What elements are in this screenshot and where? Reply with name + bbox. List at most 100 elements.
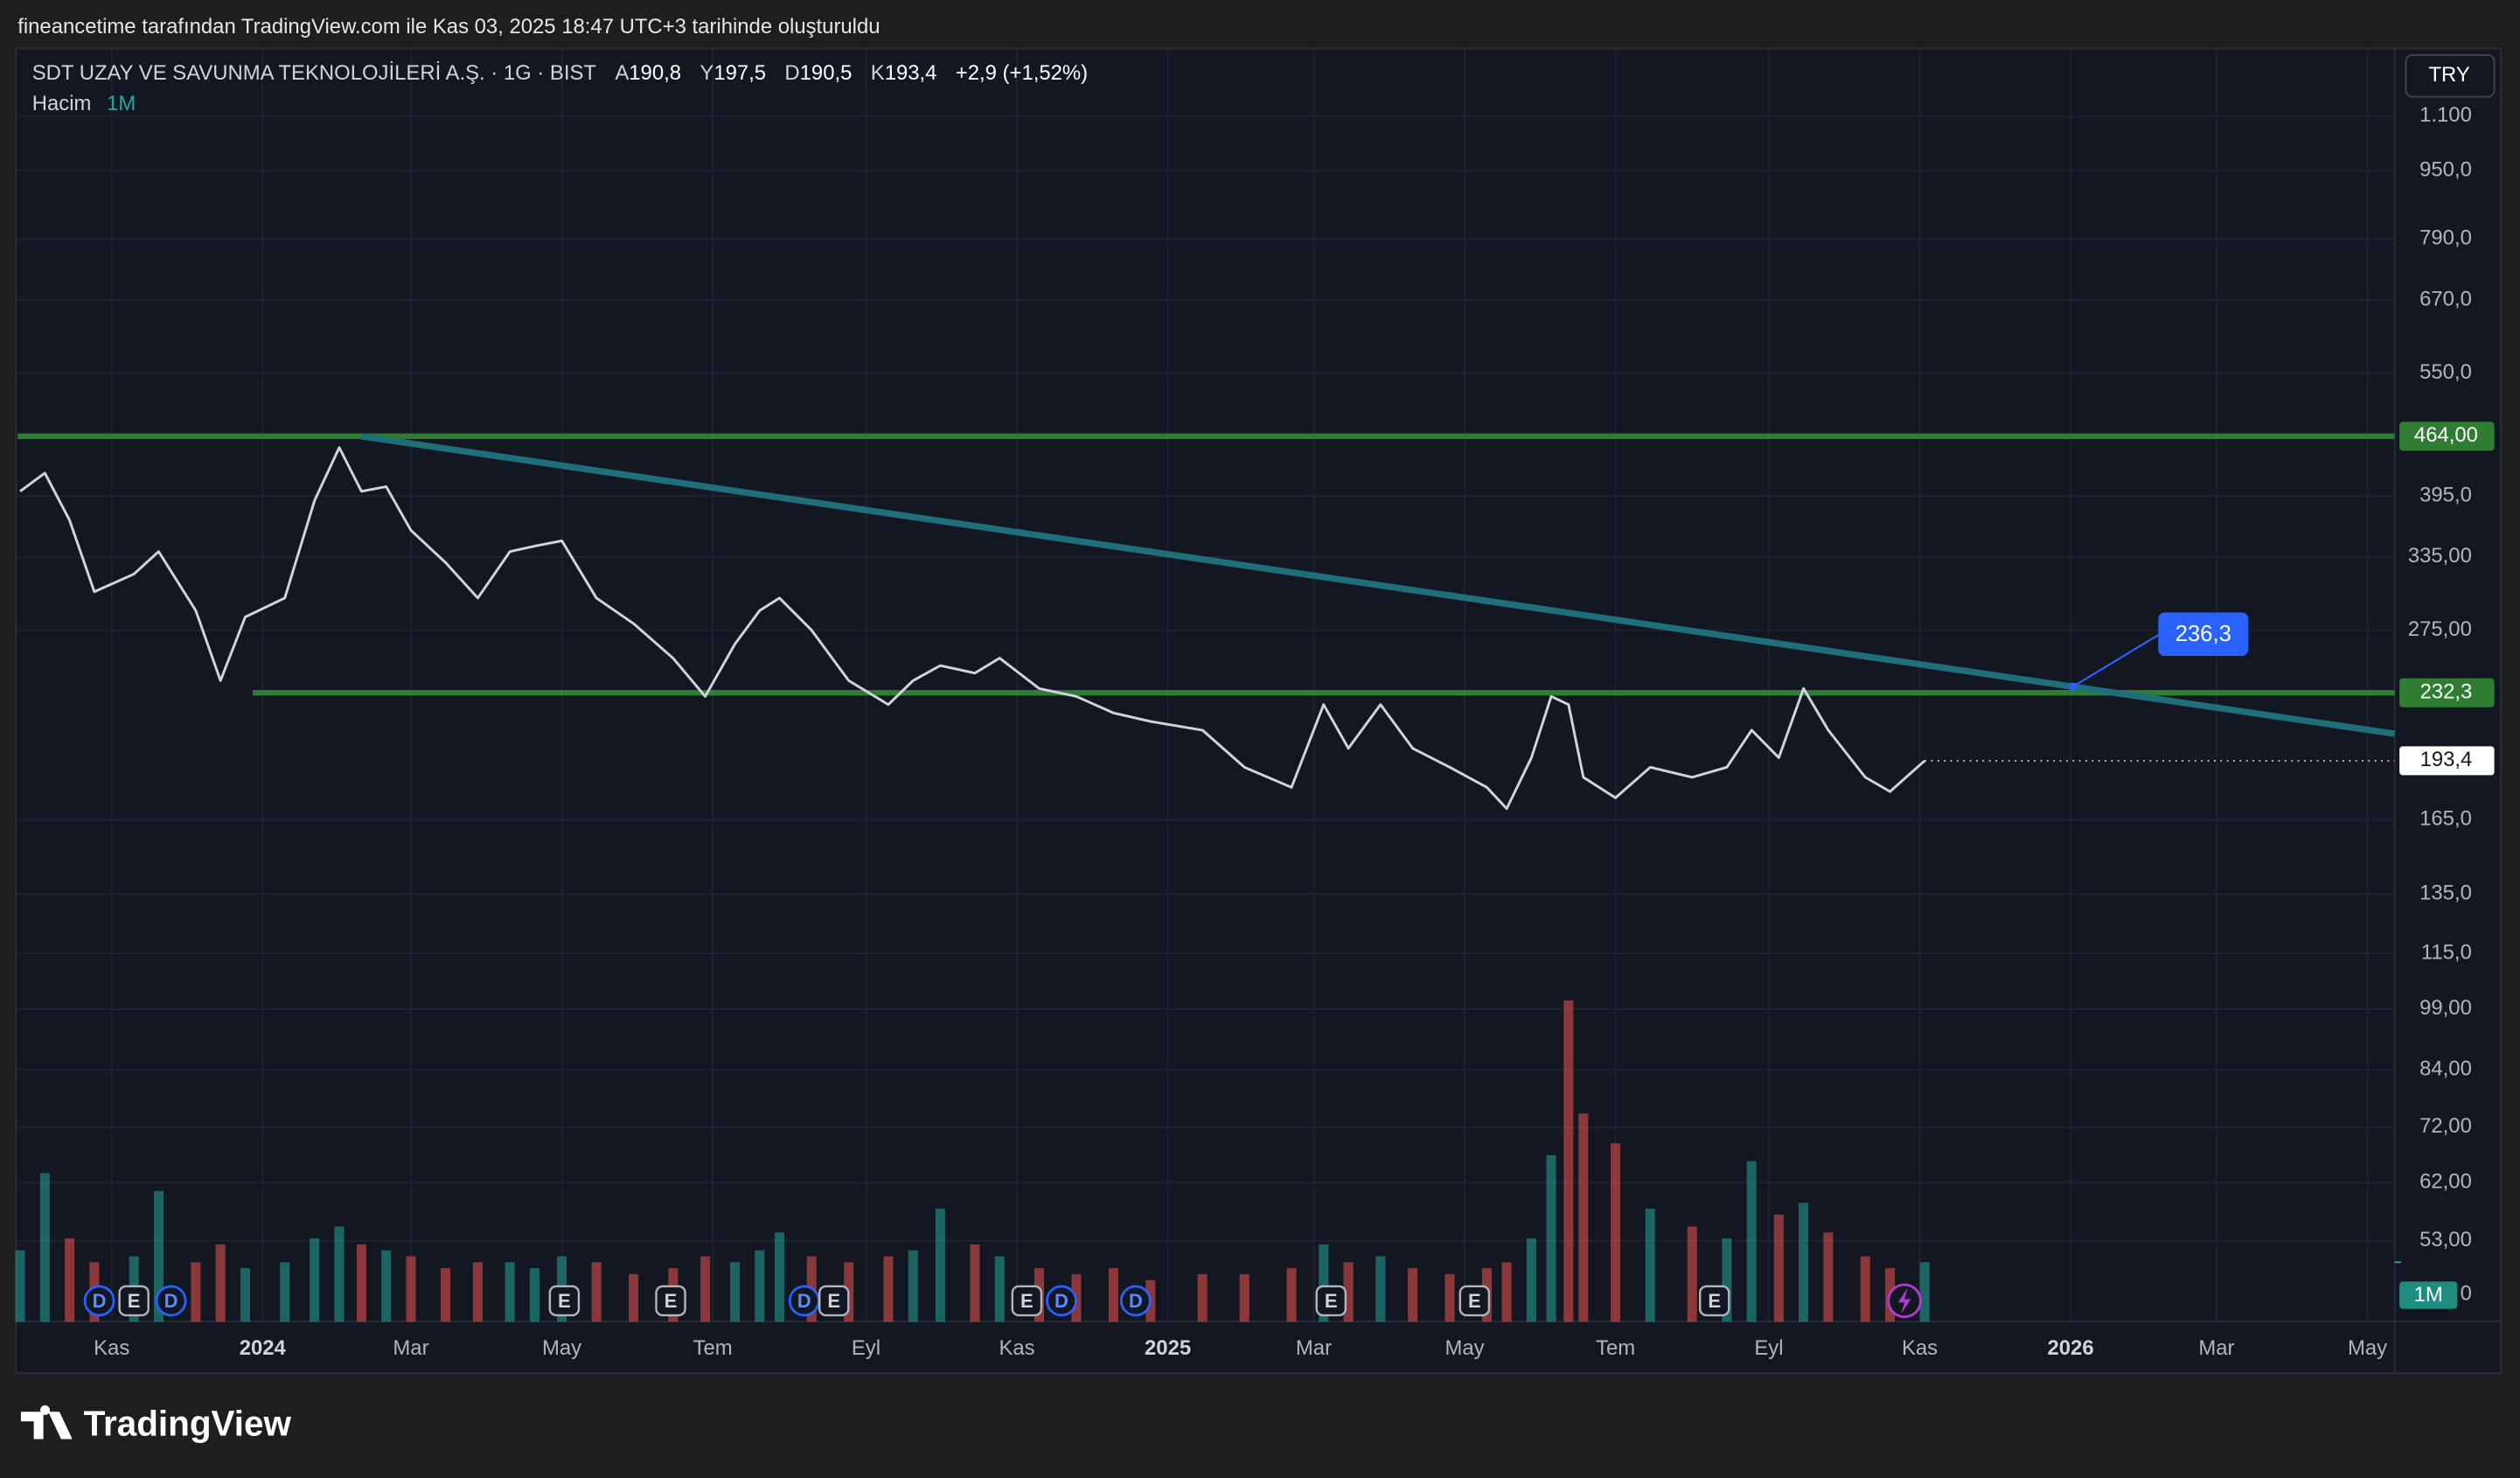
- x-tick-label: Mar: [1296, 1336, 1332, 1360]
- last-price-box: [2399, 746, 2495, 776]
- event-label: E: [1468, 1290, 1481, 1312]
- volume-name: Hacim: [32, 92, 92, 115]
- event-marker: [1698, 1285, 1730, 1317]
- x-tick-label: May: [2348, 1336, 2387, 1360]
- legend-line: SDT UZAY VE SAVUNMA TEKNOLOJİLERİ A.Ş. ·…: [32, 61, 1088, 85]
- y-tick-label: 335,00: [2408, 544, 2472, 568]
- event-label: E: [665, 1290, 678, 1312]
- volume-bar: [883, 1256, 894, 1322]
- event-label: E: [1325, 1290, 1338, 1312]
- event-label: E: [1708, 1290, 1721, 1312]
- x-tick-label: Eyl: [1754, 1336, 1783, 1360]
- x-tick-label: Eyl: [852, 1336, 881, 1360]
- event-label: D: [1129, 1290, 1143, 1312]
- event-label: D: [164, 1290, 178, 1312]
- field-value: 197,5: [714, 61, 766, 85]
- event-marker: [1011, 1285, 1043, 1317]
- event-marker: [1119, 1285, 1152, 1317]
- y-tick-label: 790,0: [2419, 227, 2472, 250]
- volume-bar: [1343, 1262, 1354, 1322]
- volume-bar: [994, 1256, 1005, 1322]
- change: +2,9 (+1,52%): [956, 61, 1088, 85]
- level-label-box: [2399, 678, 2495, 708]
- volume-bar: [591, 1262, 602, 1322]
- event-label: E: [558, 1290, 571, 1312]
- event-marker: [818, 1285, 850, 1317]
- event-marker: [118, 1285, 150, 1317]
- logo-text: TradingView: [84, 1403, 292, 1443]
- volume-bar: [755, 1250, 765, 1322]
- field-value: 190,8: [629, 61, 681, 85]
- y-tick-label: 115,0: [2421, 941, 2472, 965]
- y-tick-label: 395,0: [2419, 483, 2472, 506]
- x-tick-label: Mar: [393, 1336, 428, 1360]
- annotation-label: 236,3: [2175, 622, 2231, 646]
- volume-bar: [1722, 1238, 1732, 1322]
- volume-bar: [1526, 1238, 1536, 1322]
- volume-bar: [472, 1262, 483, 1322]
- event-label: E: [827, 1290, 840, 1312]
- currency[interactable]: TRY: [2428, 63, 2469, 87]
- volume-bar: [1546, 1154, 1556, 1322]
- trendline: [360, 433, 2396, 737]
- volume-bar: [153, 1190, 164, 1322]
- volume-bar: [774, 1232, 784, 1322]
- x-tick-label: Kas: [999, 1336, 1034, 1360]
- volume-bar: [406, 1256, 416, 1322]
- x-tick-label: 2025: [1145, 1336, 1191, 1360]
- lightning: [1897, 1287, 1911, 1314]
- volume-bar: [1197, 1273, 1208, 1322]
- volume-bar: [1746, 1161, 1757, 1322]
- plot: 1.100 950,0 790,0 670,0 550,0 395,0 335,00 275,…: [15, 48, 2501, 1374]
- volume-label: 1M: [2414, 1283, 2443, 1307]
- volume-bar: [1444, 1273, 1455, 1322]
- y-tick-label: 84,00: [2419, 1057, 2472, 1081]
- y-tick-label: 62,00: [2419, 1169, 2472, 1193]
- y-tick-label: 550,0: [2419, 360, 2472, 384]
- y-tick-label: 99,00: [2419, 996, 2472, 1020]
- annotation-box: [2158, 612, 2249, 656]
- event-label: D: [797, 1290, 811, 1312]
- event-marker: [83, 1285, 115, 1317]
- volume-bar: [356, 1244, 366, 1322]
- field-key: A: [615, 61, 629, 85]
- volume-bar: [334, 1226, 345, 1322]
- y-tick-label: 670,0: [2419, 287, 2472, 310]
- x-tick-label: Tem: [1596, 1336, 1635, 1360]
- field-key: D: [784, 61, 799, 85]
- volume-bar: [505, 1262, 515, 1322]
- y-tick-label: 165,0: [2419, 807, 2472, 831]
- volume-bar: [1375, 1256, 1386, 1322]
- volume-tick-label: 0: [2461, 1281, 2472, 1305]
- y-tick-label: 53,00: [2419, 1228, 2472, 1251]
- volume-bar: [1286, 1268, 1297, 1322]
- volume-bar: [1108, 1268, 1118, 1322]
- volume-bar: [1799, 1203, 1809, 1322]
- event-marker: [1315, 1285, 1347, 1317]
- volume-bar: [1319, 1244, 1329, 1322]
- annotation-leader: [2072, 634, 2159, 687]
- volume-bar: [1611, 1143, 1621, 1322]
- volume-bar: [629, 1273, 639, 1322]
- y-tick-label: 1.100: [2419, 103, 2472, 127]
- x-tick-label: 2024: [240, 1336, 287, 1360]
- event-label: D: [1055, 1290, 1069, 1312]
- volume-bar: [240, 1268, 250, 1322]
- volume-bar: [1645, 1209, 1655, 1322]
- credit: fineancetime tarafından TradingView.com …: [17, 15, 880, 38]
- volume-bar: [1501, 1262, 1512, 1322]
- currency-button[interactable]: [2405, 54, 2496, 98]
- volume-bar: [191, 1262, 201, 1322]
- volume-bar: [529, 1268, 540, 1322]
- level-label: 232,3: [2420, 680, 2473, 703]
- volume-bar: [280, 1262, 290, 1322]
- volume-legend: Hacim 1M: [32, 92, 136, 115]
- event-marker: [1046, 1285, 1077, 1317]
- field-key: K: [871, 61, 885, 85]
- y-tick-label: 275,00: [2408, 617, 2472, 641]
- x-tick-label: May: [1444, 1336, 1484, 1360]
- volume-bar: [381, 1250, 392, 1322]
- field-value: 193,4: [885, 61, 937, 85]
